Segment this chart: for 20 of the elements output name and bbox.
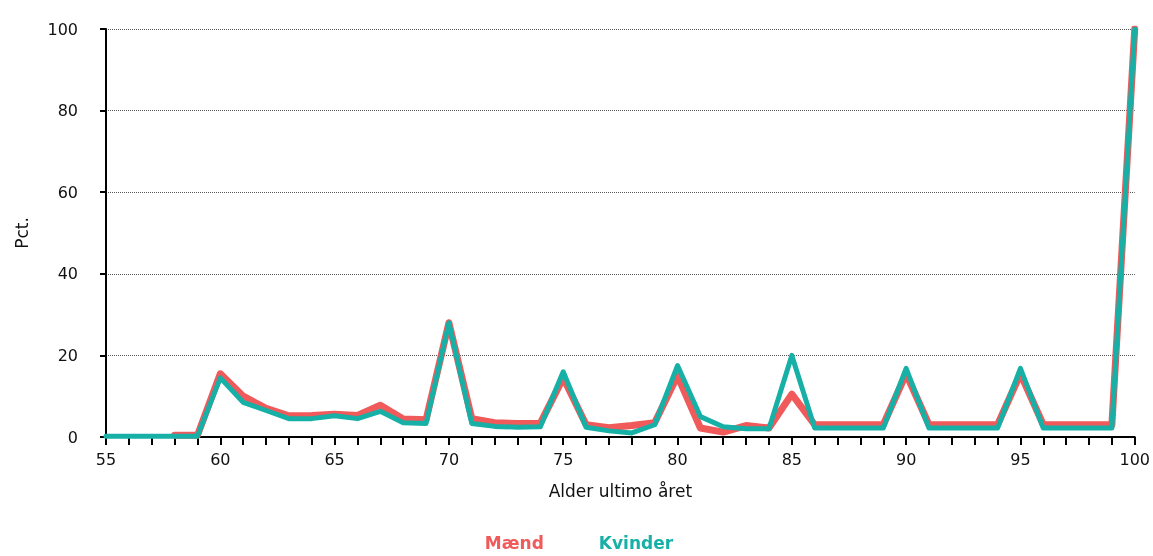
x-tick-label: 75 xyxy=(553,449,574,469)
x-tick-label: 80 xyxy=(667,449,688,469)
x-tick-label: 65 xyxy=(324,449,345,469)
x-axis-title: Alder ultimo året xyxy=(548,480,693,501)
text: Kvinder xyxy=(598,532,674,553)
y-tick-label: 20 xyxy=(57,345,78,365)
y-tick-label: 100 xyxy=(47,19,78,39)
x-tick-label: 90 xyxy=(895,449,917,469)
y-tick-label: 40 xyxy=(57,264,78,284)
x-tick-label: 100 xyxy=(1119,449,1150,469)
y-axis-title: Pct. xyxy=(11,217,32,249)
y-tick-label: 60 xyxy=(57,182,78,202)
text: Mænd xyxy=(484,532,544,553)
y-tick-label: 80 xyxy=(57,101,78,121)
x-tick-label: 55 xyxy=(95,449,117,469)
x-tick-label: 70 xyxy=(438,449,460,469)
x-tick-label: 85 xyxy=(781,449,802,469)
x-tick-label: 60 xyxy=(210,449,231,469)
x-tick-label: 95 xyxy=(1010,449,1031,469)
y-tick-label: 0 xyxy=(67,427,78,447)
